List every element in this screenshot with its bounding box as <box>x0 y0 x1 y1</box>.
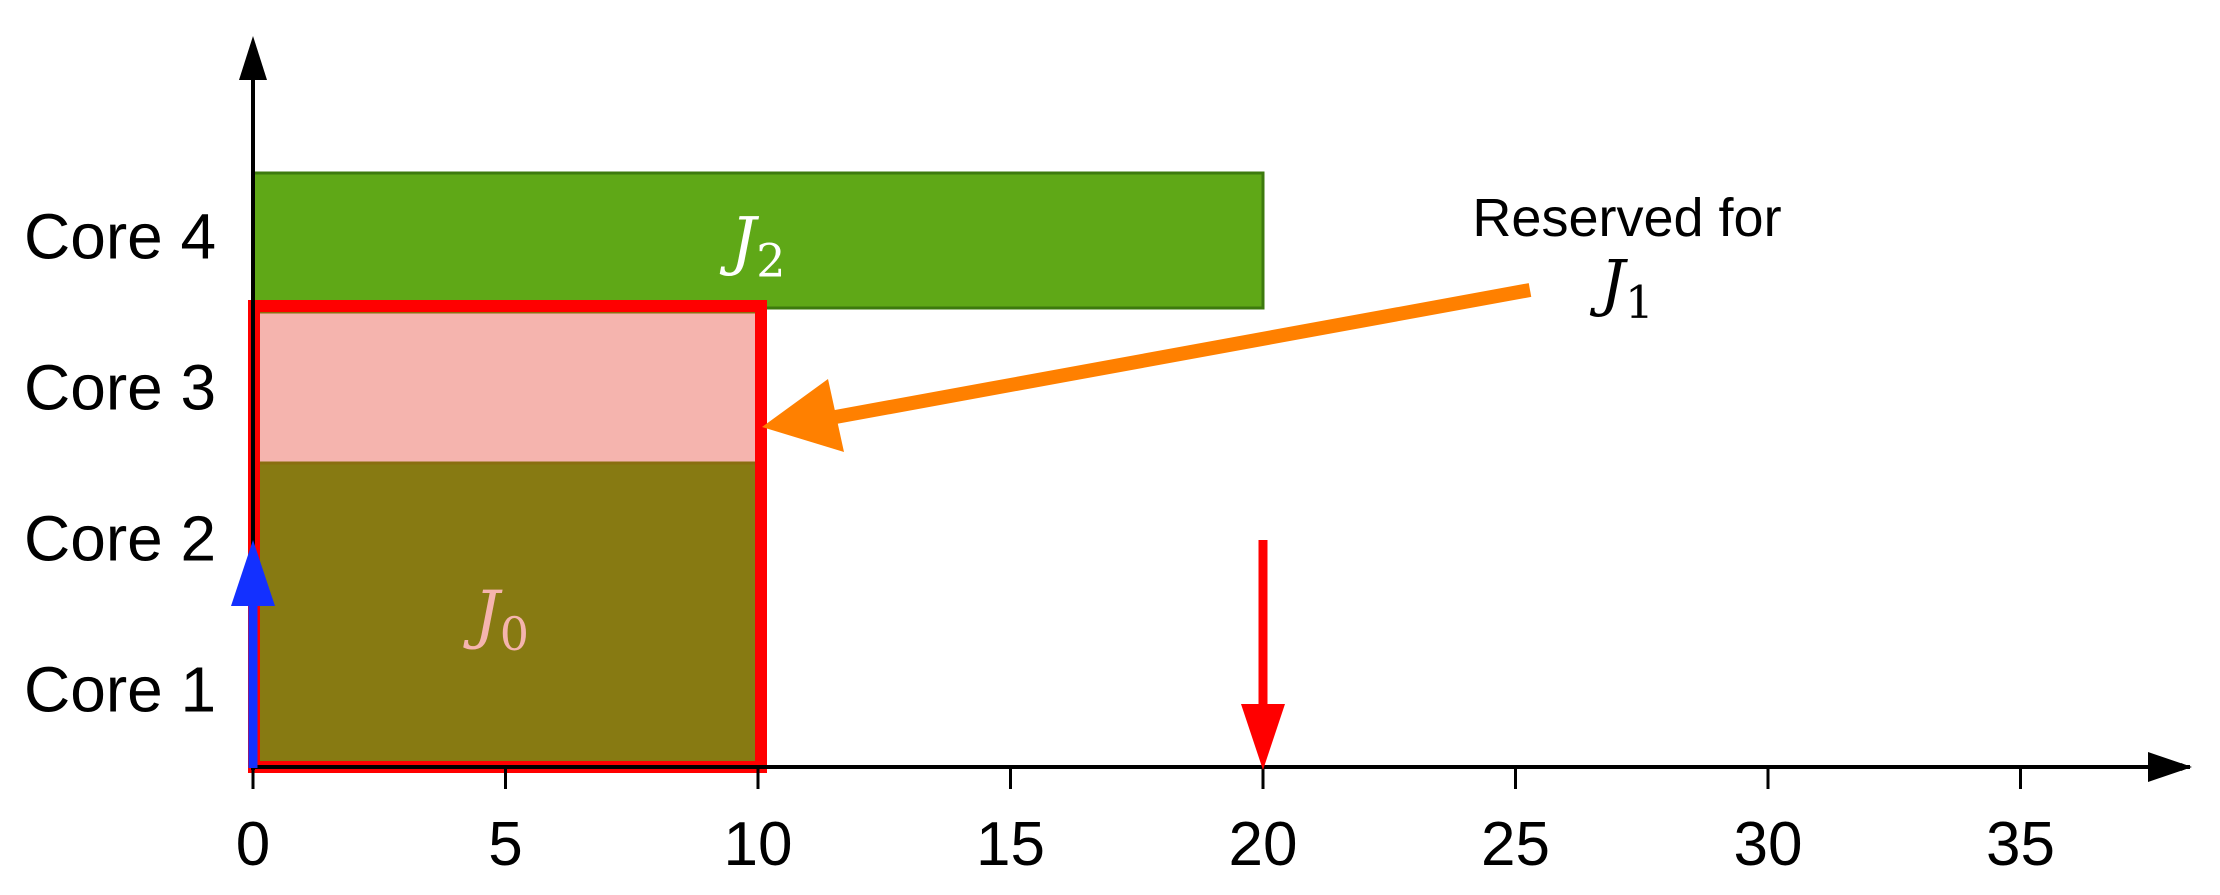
annotation-job-label: J1 <box>1589 246 1654 329</box>
core-label-4: Core 4 <box>24 201 216 273</box>
deadline-arrowhead <box>1241 704 1285 770</box>
core-label-2: Core 2 <box>24 503 216 575</box>
job-bar-j1 <box>251 310 760 465</box>
job-bar-j2 <box>251 171 1265 310</box>
annotation-arrow <box>828 283 1532 425</box>
annotation-text: Reserved for <box>1472 188 1781 248</box>
x-tick-label-5: 5 <box>488 810 522 879</box>
x-tick-label-15: 15 <box>976 810 1045 879</box>
job-bar-j0 <box>251 461 760 767</box>
release-arrowhead <box>231 540 275 606</box>
x-tick-label-0: 0 <box>236 810 270 879</box>
x-axis-arrowhead <box>2148 752 2192 782</box>
x-tick-label-20: 20 <box>1229 810 1298 879</box>
core-label-3: Core 3 <box>24 352 216 424</box>
annotation-arrowhead <box>762 379 844 452</box>
core-label-1: Core 1 <box>24 654 216 726</box>
y-axis-arrowhead <box>239 36 267 80</box>
x-tick-label-10: 10 <box>724 810 793 879</box>
x-tick-label-30: 30 <box>1734 810 1803 879</box>
x-tick-label-25: 25 <box>1481 810 1550 879</box>
x-tick-label-35: 35 <box>1986 810 2055 879</box>
